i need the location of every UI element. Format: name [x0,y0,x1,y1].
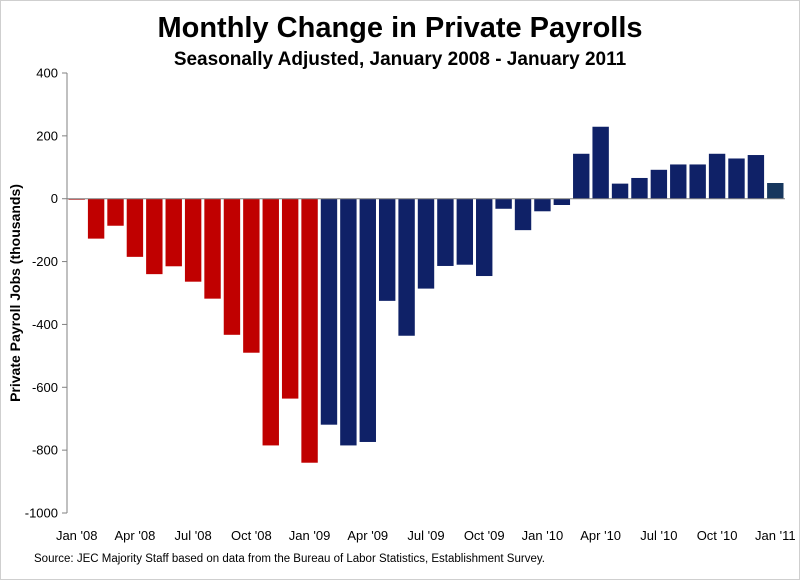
bar [767,183,784,199]
bar [398,198,415,336]
x-tick-label: Oct '09 [464,528,505,543]
y-tick-label: -400 [32,317,58,332]
bar [359,198,376,442]
bar [301,198,318,463]
bar [631,177,648,199]
bar [553,198,571,205]
x-tick-label: Jul '10 [640,528,677,543]
bar [146,198,163,275]
y-ticks: 400 200 0 -200 -400 -600 -800 -1000 [25,66,67,521]
y-tick-label: -600 [32,380,58,395]
x-tick-label: Oct '08 [231,528,272,543]
bar [456,198,474,265]
chart-subtitle: Seasonally Adjusted, January 2008 - Janu… [173,49,627,70]
chart-title: Monthly Change in Private Payrolls [157,12,643,44]
x-tick-label: Oct '10 [697,528,738,543]
x-tick-label: Jan '08 [56,528,98,543]
bar [728,158,745,199]
bar [184,198,202,282]
bar [262,198,279,446]
bar [437,198,454,266]
x-tick-label: Jul '08 [175,528,212,543]
bar [165,198,182,267]
x-tick-label: Jul '09 [407,528,444,543]
y-tick-label: 200 [36,128,58,143]
bar [107,198,124,226]
bar [281,198,299,399]
bar [87,198,105,239]
bar [340,198,357,446]
bar [495,198,512,209]
x-tick-label: Apr '08 [115,528,156,543]
bar [670,164,687,199]
bar [650,169,668,199]
source-note: Source: JEC Majority Staff based on data… [34,553,545,565]
bar [611,183,629,199]
bar [243,198,260,353]
bar [592,126,609,199]
bar [417,198,435,289]
y-tick-label: 0 [51,191,58,206]
x-tick-label: Jan '10 [522,528,564,543]
bar [689,164,706,199]
y-tick-label: 400 [36,66,58,81]
y-tick-label: -800 [32,443,58,458]
x-tick-label: Jan '09 [289,528,331,543]
bar [514,198,532,231]
bar [534,198,551,212]
y-tick-label: -1000 [25,506,58,521]
bar [476,198,493,277]
x-tick-label: Apr '10 [580,528,621,543]
y-tick-label: -200 [32,254,58,269]
bar [378,198,396,301]
bar [204,198,221,299]
bar [320,198,338,425]
x-tick-label: Apr '09 [347,528,388,543]
bar [126,198,144,257]
x-ticks: Jan '08 Apr '08 Jul '08 Oct '08 Jan '09 Apr '… [56,528,796,543]
bar-series [68,126,784,463]
bar [223,198,241,335]
bar [708,153,726,199]
x-tick-label: Jan '11 [755,528,796,543]
bar [573,153,590,199]
bar [747,155,765,199]
